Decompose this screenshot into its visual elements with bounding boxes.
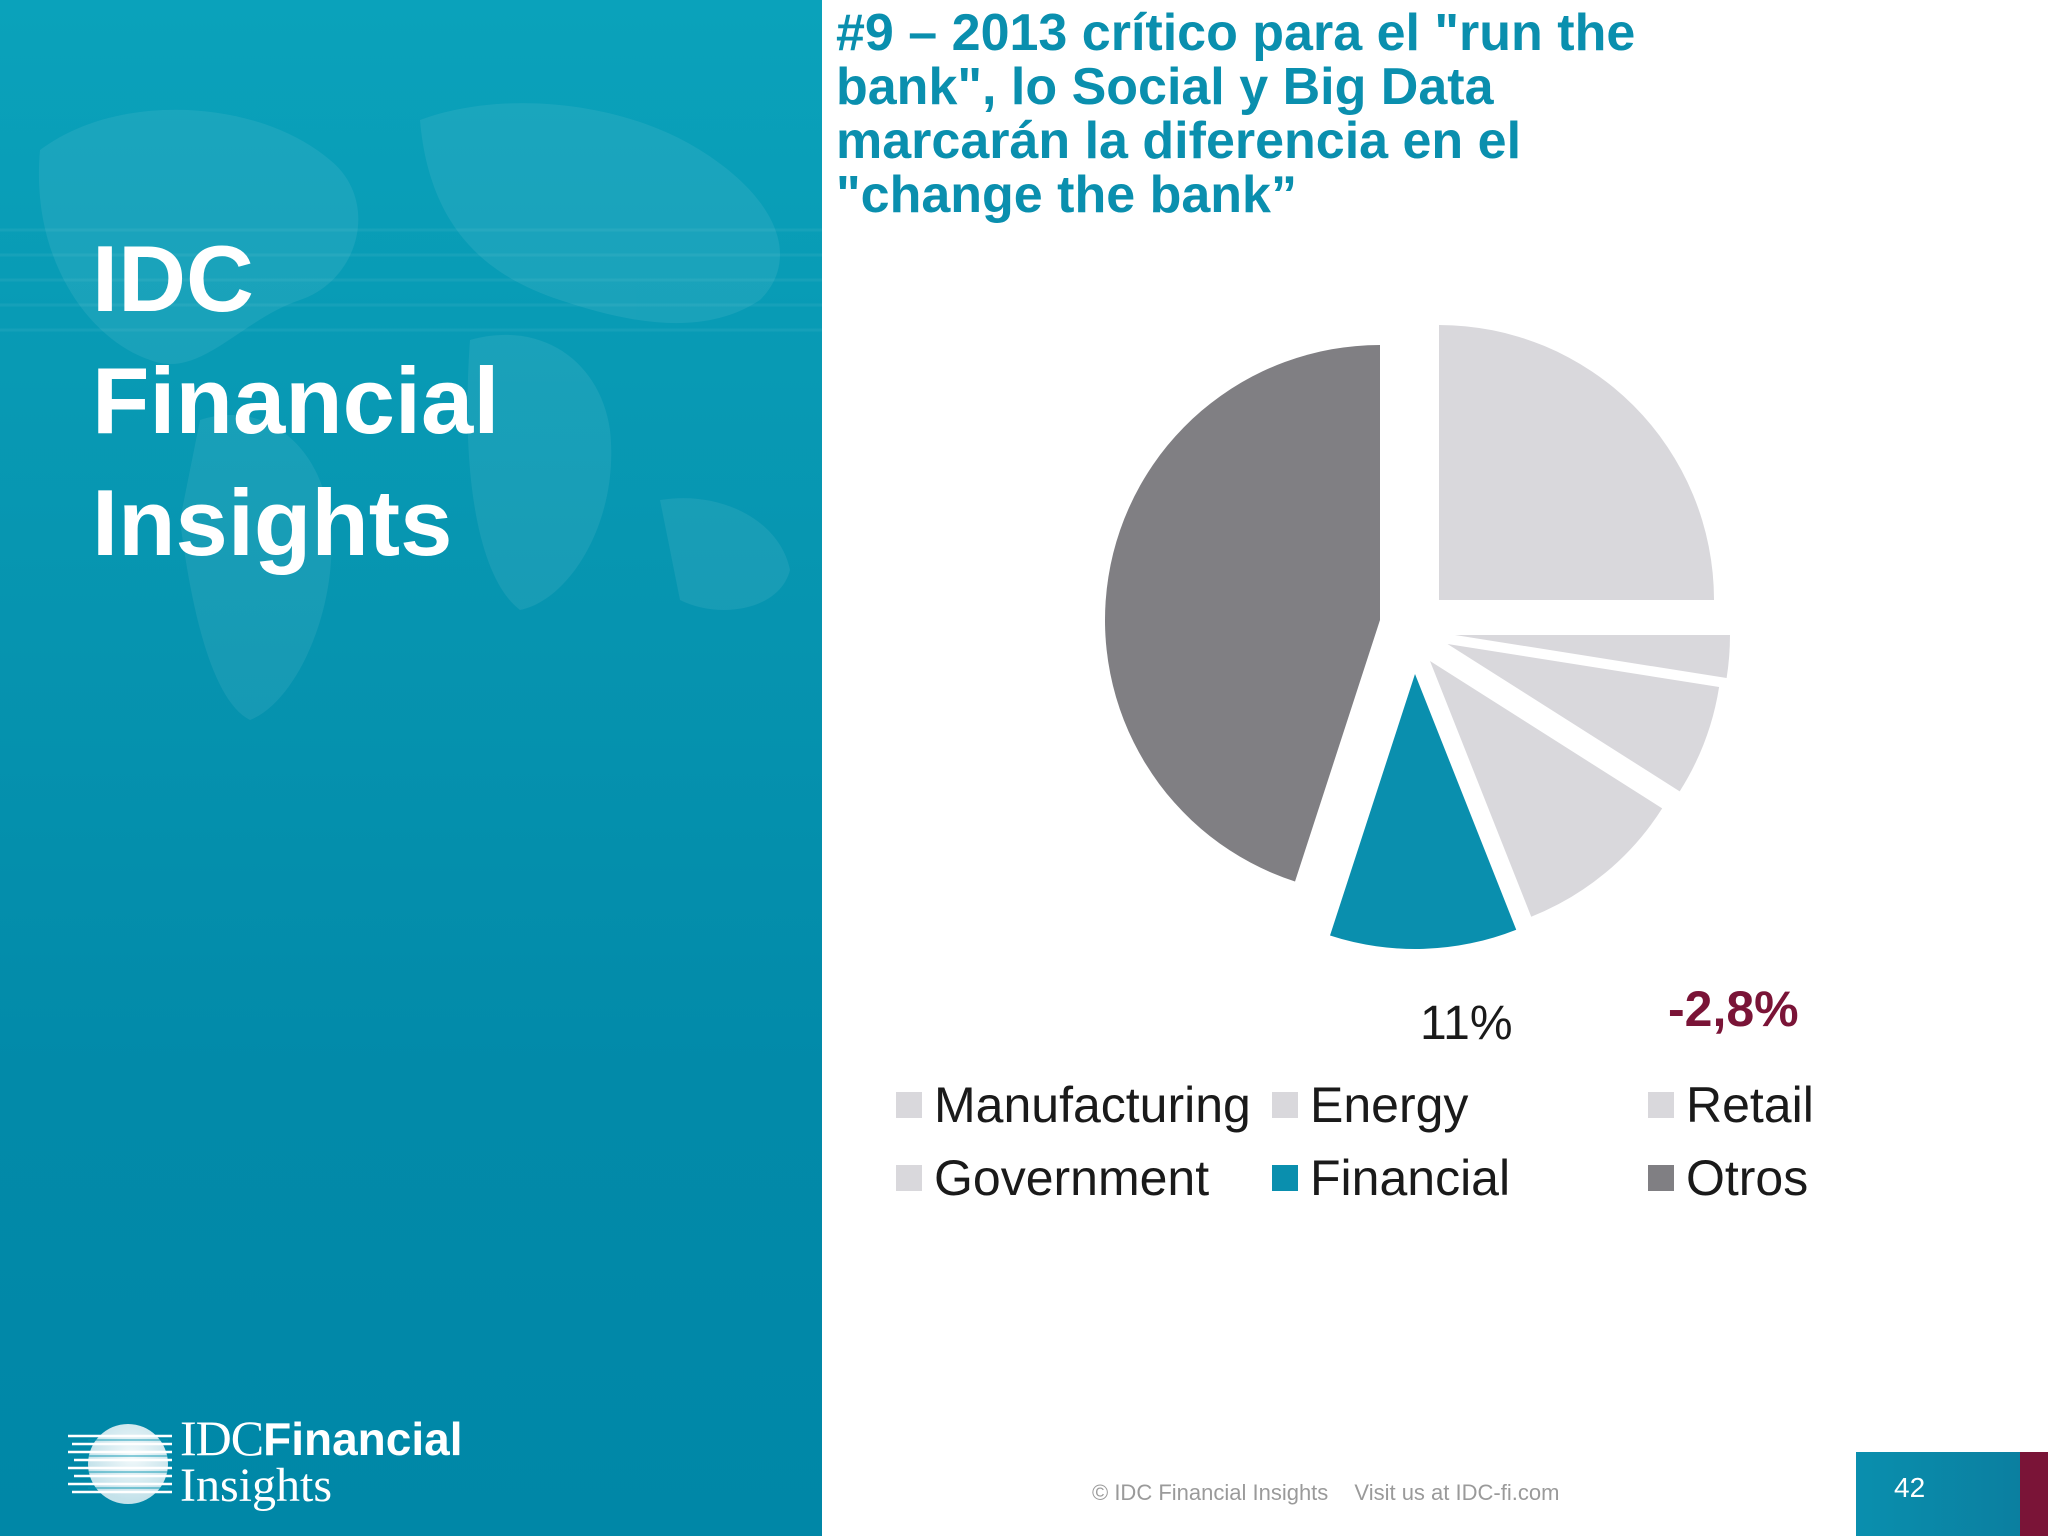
legend-swatch — [1648, 1092, 1674, 1118]
legend-swatch — [1272, 1092, 1298, 1118]
legend-item-retail: Retail — [1648, 1070, 1814, 1140]
legend-label: Otros — [1686, 1150, 1809, 1206]
legend-item-government: Government — [896, 1143, 1209, 1213]
pie-slice-government — [1430, 661, 1663, 917]
page-accent-bar — [2020, 1452, 2048, 1536]
legend-swatch — [896, 1165, 922, 1191]
logo-insights-text: Insights — [180, 1459, 333, 1512]
legend-item-otros: Otros — [1648, 1143, 1808, 1213]
footer-copyright: © IDC Financial Insights — [1092, 1480, 1329, 1505]
legend-swatch — [1648, 1165, 1674, 1191]
legend-item-manufacturing: Manufacturing — [896, 1070, 1251, 1140]
legend-item-financial: Financial — [1272, 1143, 1510, 1213]
pie-slice-otros — [1105, 345, 1380, 882]
financial-value-label: 11% — [1420, 997, 1513, 1050]
legend-swatch — [1272, 1165, 1298, 1191]
page-number: 42 — [1894, 1472, 1926, 1503]
left-panel: IDC Financial Insights — [0, 0, 822, 1536]
pie-slice-financial — [1330, 674, 1517, 949]
legend-swatch — [896, 1092, 922, 1118]
brand-title: IDC Financial Insights — [92, 218, 499, 584]
change-label: -2,8% — [1668, 981, 1799, 1037]
legend-label: Manufacturing — [934, 1077, 1251, 1133]
slide-title: #9 – 2013 crítico para el "run the bank"… — [836, 4, 1636, 224]
brand-title-line-2: Financial — [92, 348, 500, 453]
legend-item-energy: Energy — [1272, 1070, 1468, 1140]
legend-label: Financial — [1310, 1150, 1511, 1206]
brand-title-line-3: Insights — [92, 470, 453, 575]
chart-legend: Manufacturing Energy Retail Government F… — [896, 1070, 1896, 1220]
brand-title-line-1: IDC — [92, 226, 254, 331]
logo-idc-text: IDC — [180, 1410, 264, 1466]
page-number-box: 42 — [1856, 1452, 2020, 1536]
pie-slice-energy — [1455, 635, 1730, 679]
logo-financial-text: Financial — [263, 1413, 463, 1465]
legend-label: Retail — [1686, 1077, 1814, 1133]
legend-label: Government — [934, 1150, 1210, 1206]
legend-label: Energy — [1310, 1077, 1469, 1133]
footer-visit-link[interactable]: Visit us at IDC-fi.com — [1354, 1480, 1560, 1505]
world-map-background — [0, 103, 822, 720]
footer: © IDC Financial Insights Visit us at IDC… — [1092, 1480, 1579, 1506]
idc-logo: IDCFinancial Insights — [68, 1410, 488, 1520]
pie-slice-retail — [1447, 644, 1720, 792]
globe-icon — [68, 1424, 172, 1504]
pie-slice-manufacturing — [1439, 325, 1714, 600]
